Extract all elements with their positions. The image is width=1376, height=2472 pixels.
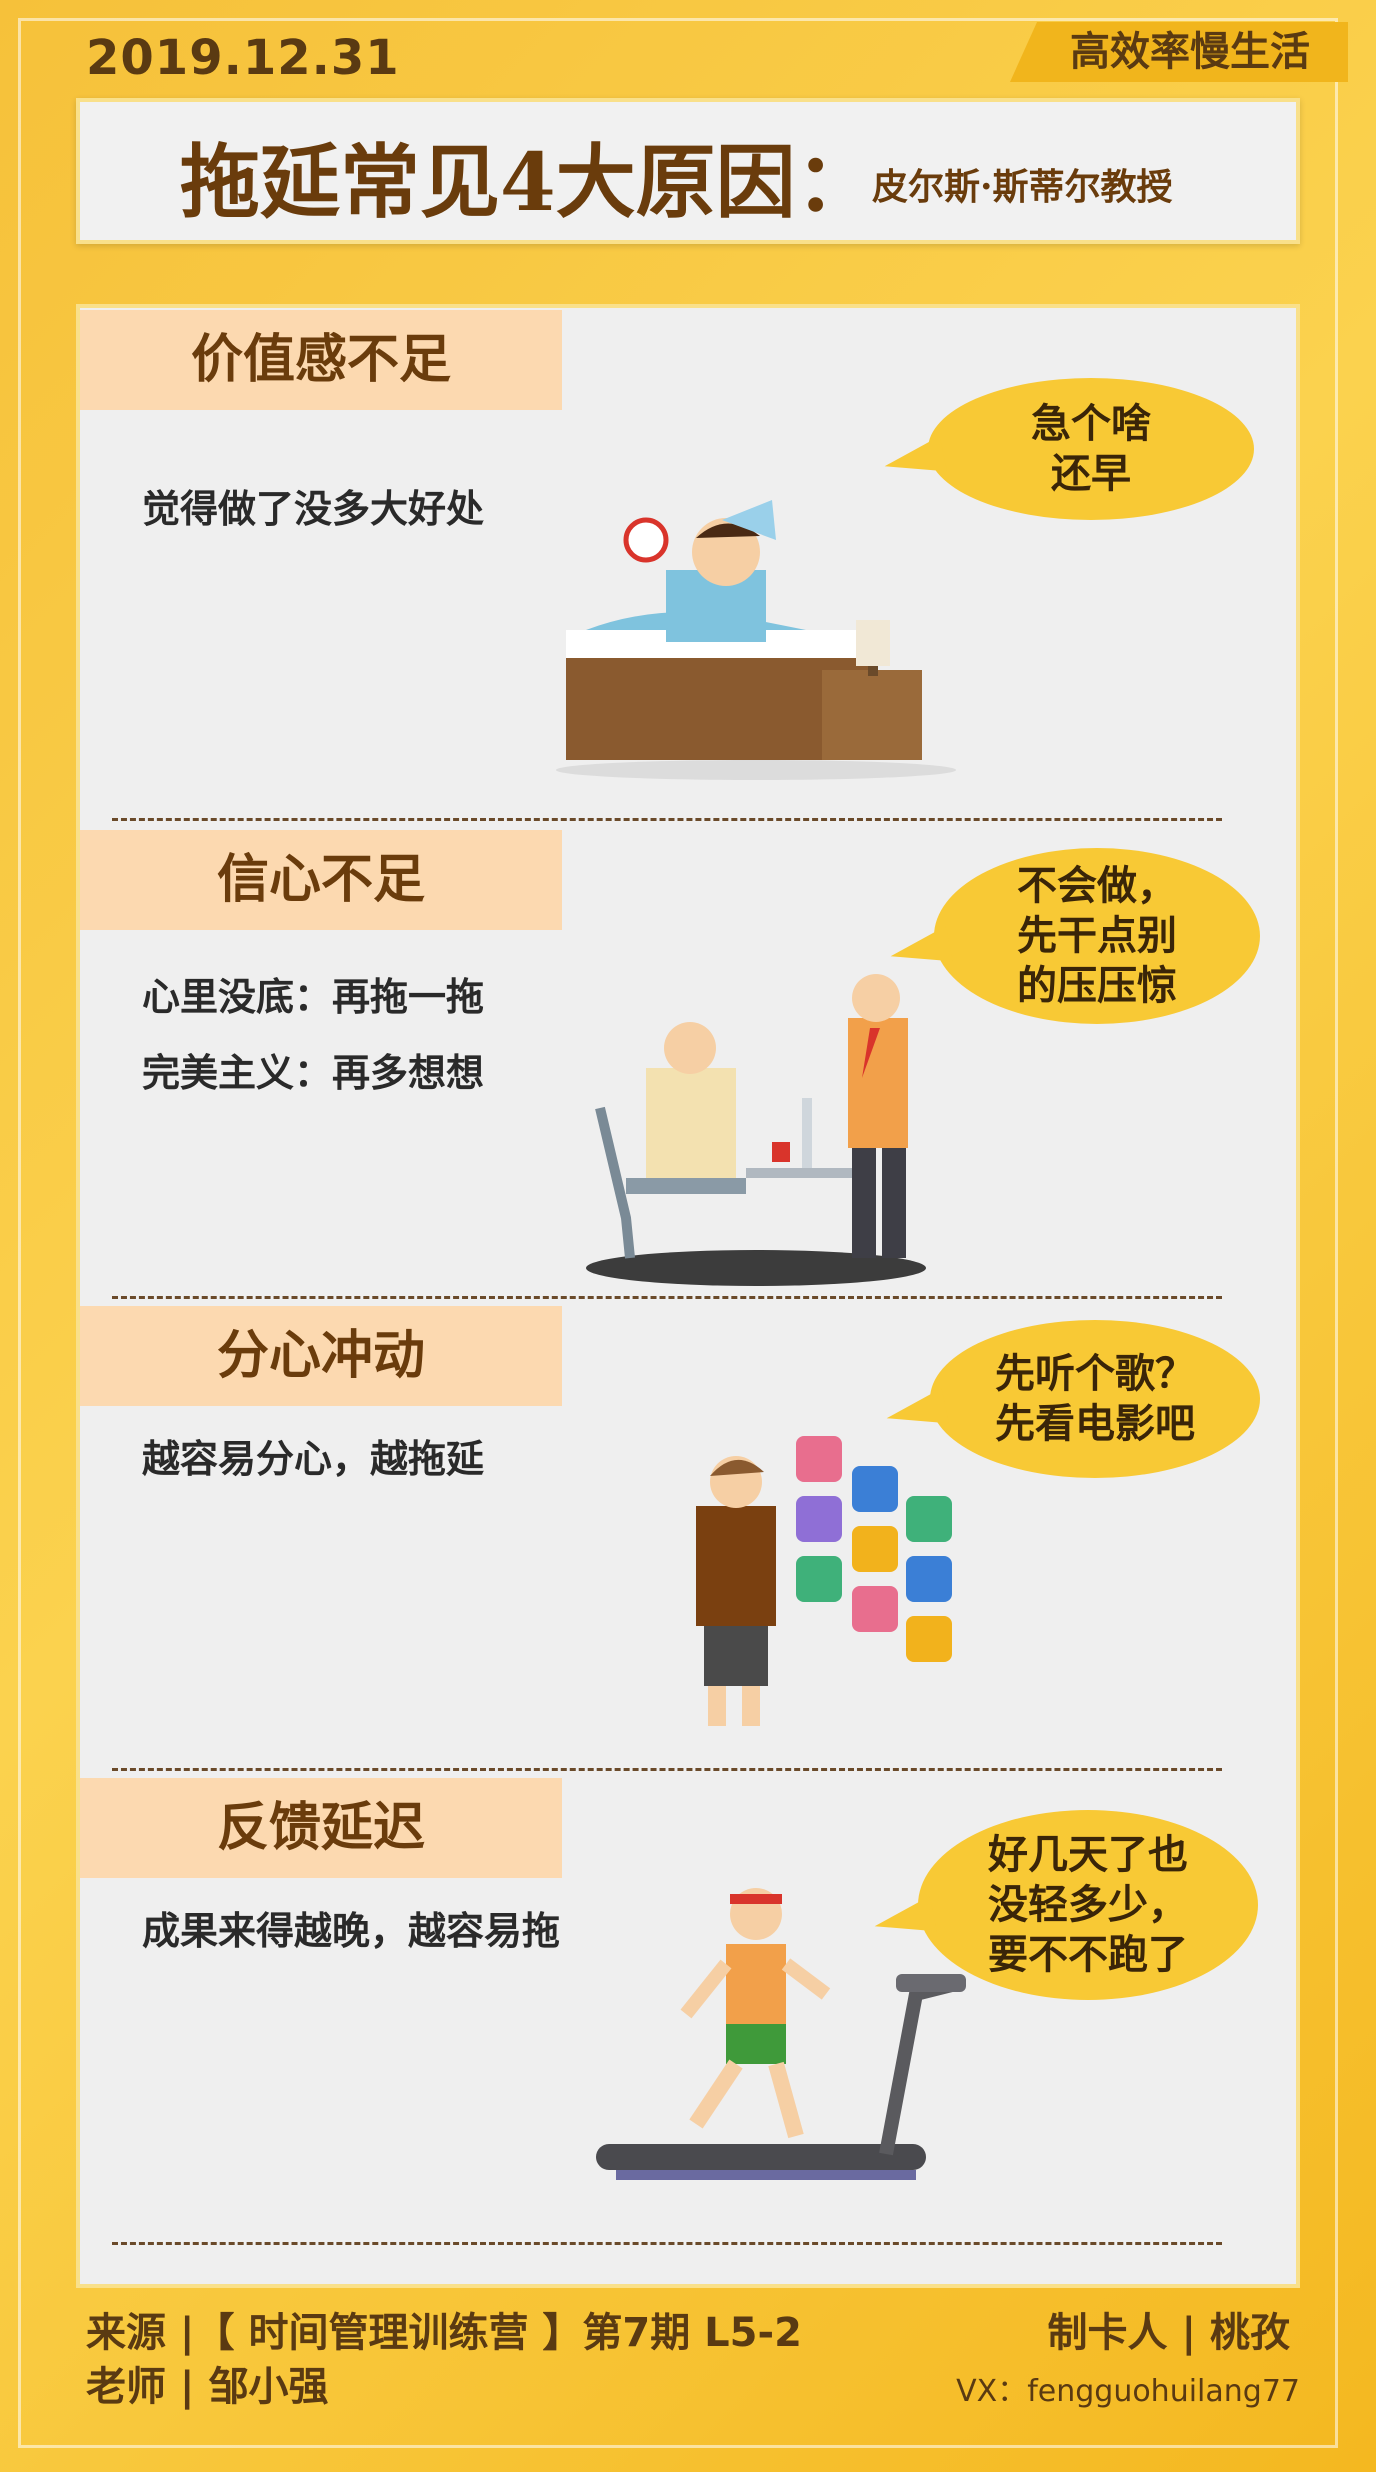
- page-title: 拖延常见4大原因：: [180, 135, 876, 229]
- bubble-line: 不会做，: [1017, 863, 1177, 909]
- section-feedback: 反馈延迟 成果来得越晚，越容易拖 好几天了也 没轻多少， 要不不跑了: [76, 1778, 1300, 2278]
- bubble-line: 先干点别: [1017, 913, 1177, 959]
- bubble-line: 好几天了也: [988, 1832, 1188, 1878]
- section-distraction: 分心冲动 越容易分心，越拖延 先听个歌？ 先看电影吧: [76, 1306, 1300, 1778]
- section-line: 心里没底：再拖一拖: [142, 975, 485, 1019]
- bubble-line: 先听个歌？: [995, 1351, 1195, 1397]
- footer-teacher: 老师 | 邹小强: [86, 2364, 329, 2410]
- bubble-line: 要不不跑了: [988, 1932, 1188, 1978]
- section-divider: [112, 2242, 1222, 2245]
- bubble-line: 还早: [1051, 451, 1131, 497]
- speech-bubble: 先听个歌？ 先看电影吧: [930, 1320, 1260, 1478]
- title-box: 拖延常见4大原因： 皮尔斯·斯蒂尔教授: [76, 98, 1300, 244]
- section-tag: 信心不足: [80, 830, 562, 930]
- content-panel: 价值感不足 觉得做了没多大好处 急个啥 还早: [76, 304, 1300, 2288]
- section-tag: 反馈延迟: [80, 1778, 562, 1878]
- date-label: 2019.12.31: [86, 30, 400, 86]
- section-line: 成果来得越晚，越容易拖: [142, 1909, 561, 1953]
- treadmill-runner-illustration: [596, 1888, 966, 2180]
- bubble-line: 的压压惊: [1017, 963, 1177, 1009]
- app-icons-illustration: [696, 1436, 952, 1726]
- section-line: 觉得做了没多大好处: [142, 487, 485, 531]
- footer-source: 来源 |【 时间管理训练营 】第7期 L5-2: [86, 2310, 802, 2356]
- speech-bubble: 不会做， 先干点别 的压压惊: [934, 848, 1260, 1024]
- speech-bubble: 好几天了也 没轻多少， 要不不跑了: [918, 1810, 1258, 2000]
- section-tag: 价值感不足: [80, 310, 562, 410]
- footer-vx: VX：fengguohuilang77: [956, 2374, 1300, 2409]
- section-line: 完美主义：再多想想: [142, 1051, 485, 1095]
- page-subtitle: 皮尔斯·斯蒂尔教授: [872, 166, 1173, 208]
- bed-alarm-illustration: [556, 500, 956, 780]
- brand-ribbon: 高效率慢生活: [1010, 22, 1348, 82]
- bubble-line: 先看电影吧: [995, 1401, 1195, 1447]
- section-confidence: 信心不足 心里没底：再拖一拖 完美主义：再多想想 不会做， 先干点别 的压压惊: [76, 830, 1300, 1306]
- speech-bubble: 急个啥 还早: [928, 378, 1254, 520]
- bubble-line: 没轻多少，: [988, 1882, 1188, 1928]
- section-divider: [112, 1296, 1222, 1299]
- office-workers-illustration: [586, 974, 926, 1286]
- bubble-line: 急个啥: [1031, 401, 1151, 447]
- section-tag: 分心冲动: [80, 1306, 562, 1406]
- section-divider: [112, 1768, 1222, 1771]
- section-line: 越容易分心，越拖延: [142, 1437, 485, 1481]
- footer-maker: 制卡人 | 桃孜: [1047, 2310, 1290, 2356]
- section-divider: [112, 818, 1222, 821]
- inner-frame: [18, 18, 1338, 2448]
- section-value: 价值感不足 觉得做了没多大好处 急个啥 还早: [76, 310, 1300, 830]
